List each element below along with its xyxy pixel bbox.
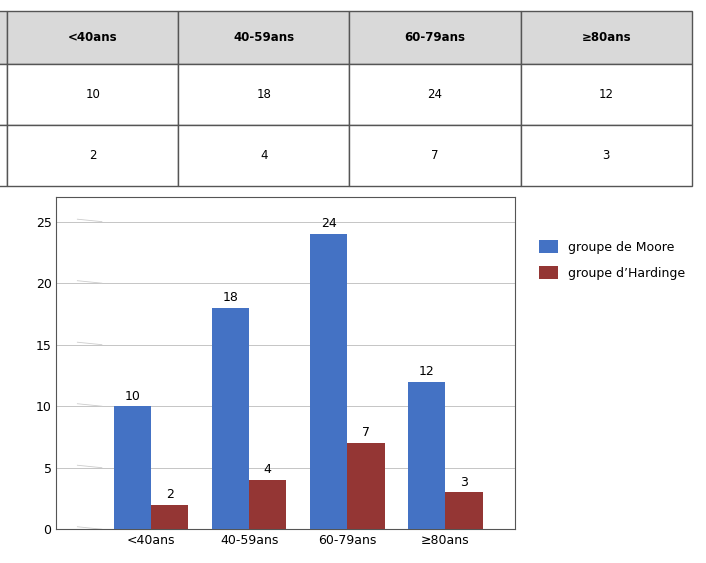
Text: 10: 10 — [124, 390, 140, 403]
Text: 3: 3 — [460, 476, 468, 489]
Text: 2: 2 — [166, 488, 174, 501]
Bar — [445, 492, 483, 529]
Text: 4: 4 — [264, 463, 272, 476]
Bar — [347, 443, 385, 529]
Bar — [310, 234, 347, 529]
Text: 7: 7 — [362, 426, 370, 439]
Bar — [212, 308, 249, 529]
Legend: groupe de Moore, groupe d’Hardinge: groupe de Moore, groupe d’Hardinge — [535, 236, 689, 284]
Bar — [249, 480, 287, 529]
Text: 24: 24 — [321, 217, 337, 230]
Text: 12: 12 — [419, 365, 435, 378]
Bar — [114, 406, 151, 529]
Bar — [408, 382, 445, 529]
Text: 18: 18 — [222, 291, 239, 304]
Bar — [151, 504, 189, 529]
